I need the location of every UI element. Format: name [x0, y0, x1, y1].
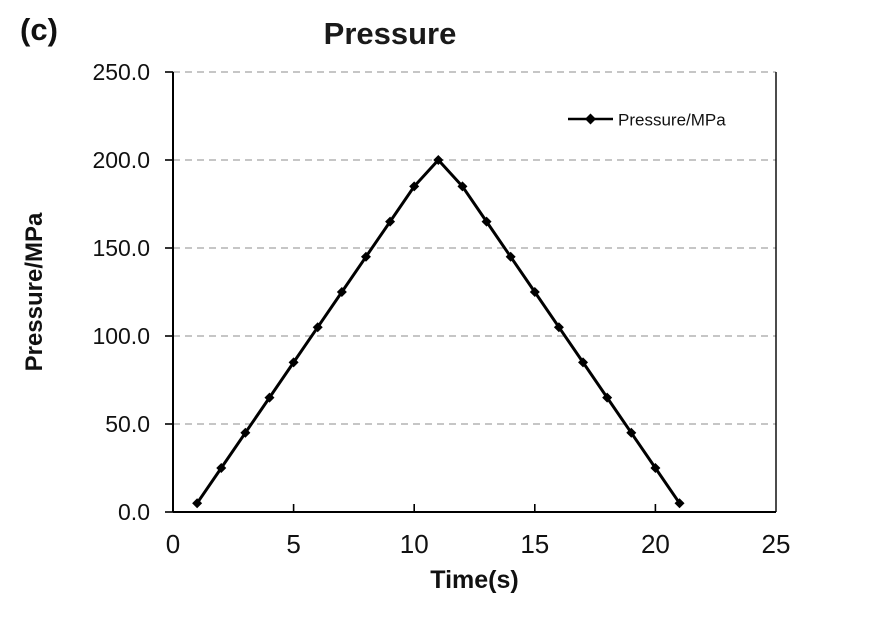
x-axis-title: Time(s): [430, 566, 519, 594]
legend-label: Pressure/MPa: [618, 111, 726, 130]
y-tick-label: 250.0: [92, 59, 150, 85]
data-point-marker: [240, 427, 251, 438]
x-tick-label: 10: [400, 529, 429, 559]
data-point-marker: [602, 392, 613, 403]
y-tick-label: 100.0: [92, 323, 150, 349]
data-point-marker: [505, 251, 516, 262]
data-point-marker: [553, 322, 564, 333]
y-tick-label: 50.0: [105, 411, 150, 437]
series-line: [195, 157, 681, 505]
data-point-marker: [312, 322, 323, 333]
figure-panel-label: (c): [20, 12, 58, 47]
data-point-marker: [650, 463, 661, 473]
data-point-marker: [385, 216, 396, 227]
data-point-marker: [216, 463, 227, 473]
data-point-marker: [336, 287, 347, 297]
x-tick-label: 20: [641, 529, 670, 559]
y-tick-label: 200.0: [92, 147, 150, 173]
data-point-marker: [674, 498, 685, 509]
x-tick-label: 0: [166, 529, 180, 559]
legend-marker-icon: [585, 113, 596, 125]
data-point-marker: [264, 392, 275, 403]
data-point-marker: [481, 216, 492, 227]
x-tick-label: 25: [762, 529, 791, 559]
data-point-marker: [288, 357, 299, 368]
data-point-marker: [409, 181, 420, 192]
data-point-marker: [433, 155, 444, 165]
x-tick-label: 15: [520, 529, 549, 559]
data-point-marker: [360, 251, 371, 262]
y-tick-label: 0.0: [118, 499, 150, 525]
data-point-marker: [578, 357, 589, 368]
data-point-marker: [626, 427, 637, 438]
data-point-marker: [457, 181, 468, 192]
chart-title: Pressure: [323, 16, 457, 51]
data-point-marker: [529, 287, 540, 297]
x-tick-label: 5: [286, 529, 300, 559]
y-tick-label: 150.0: [92, 235, 150, 261]
data-point-marker: [192, 498, 203, 509]
